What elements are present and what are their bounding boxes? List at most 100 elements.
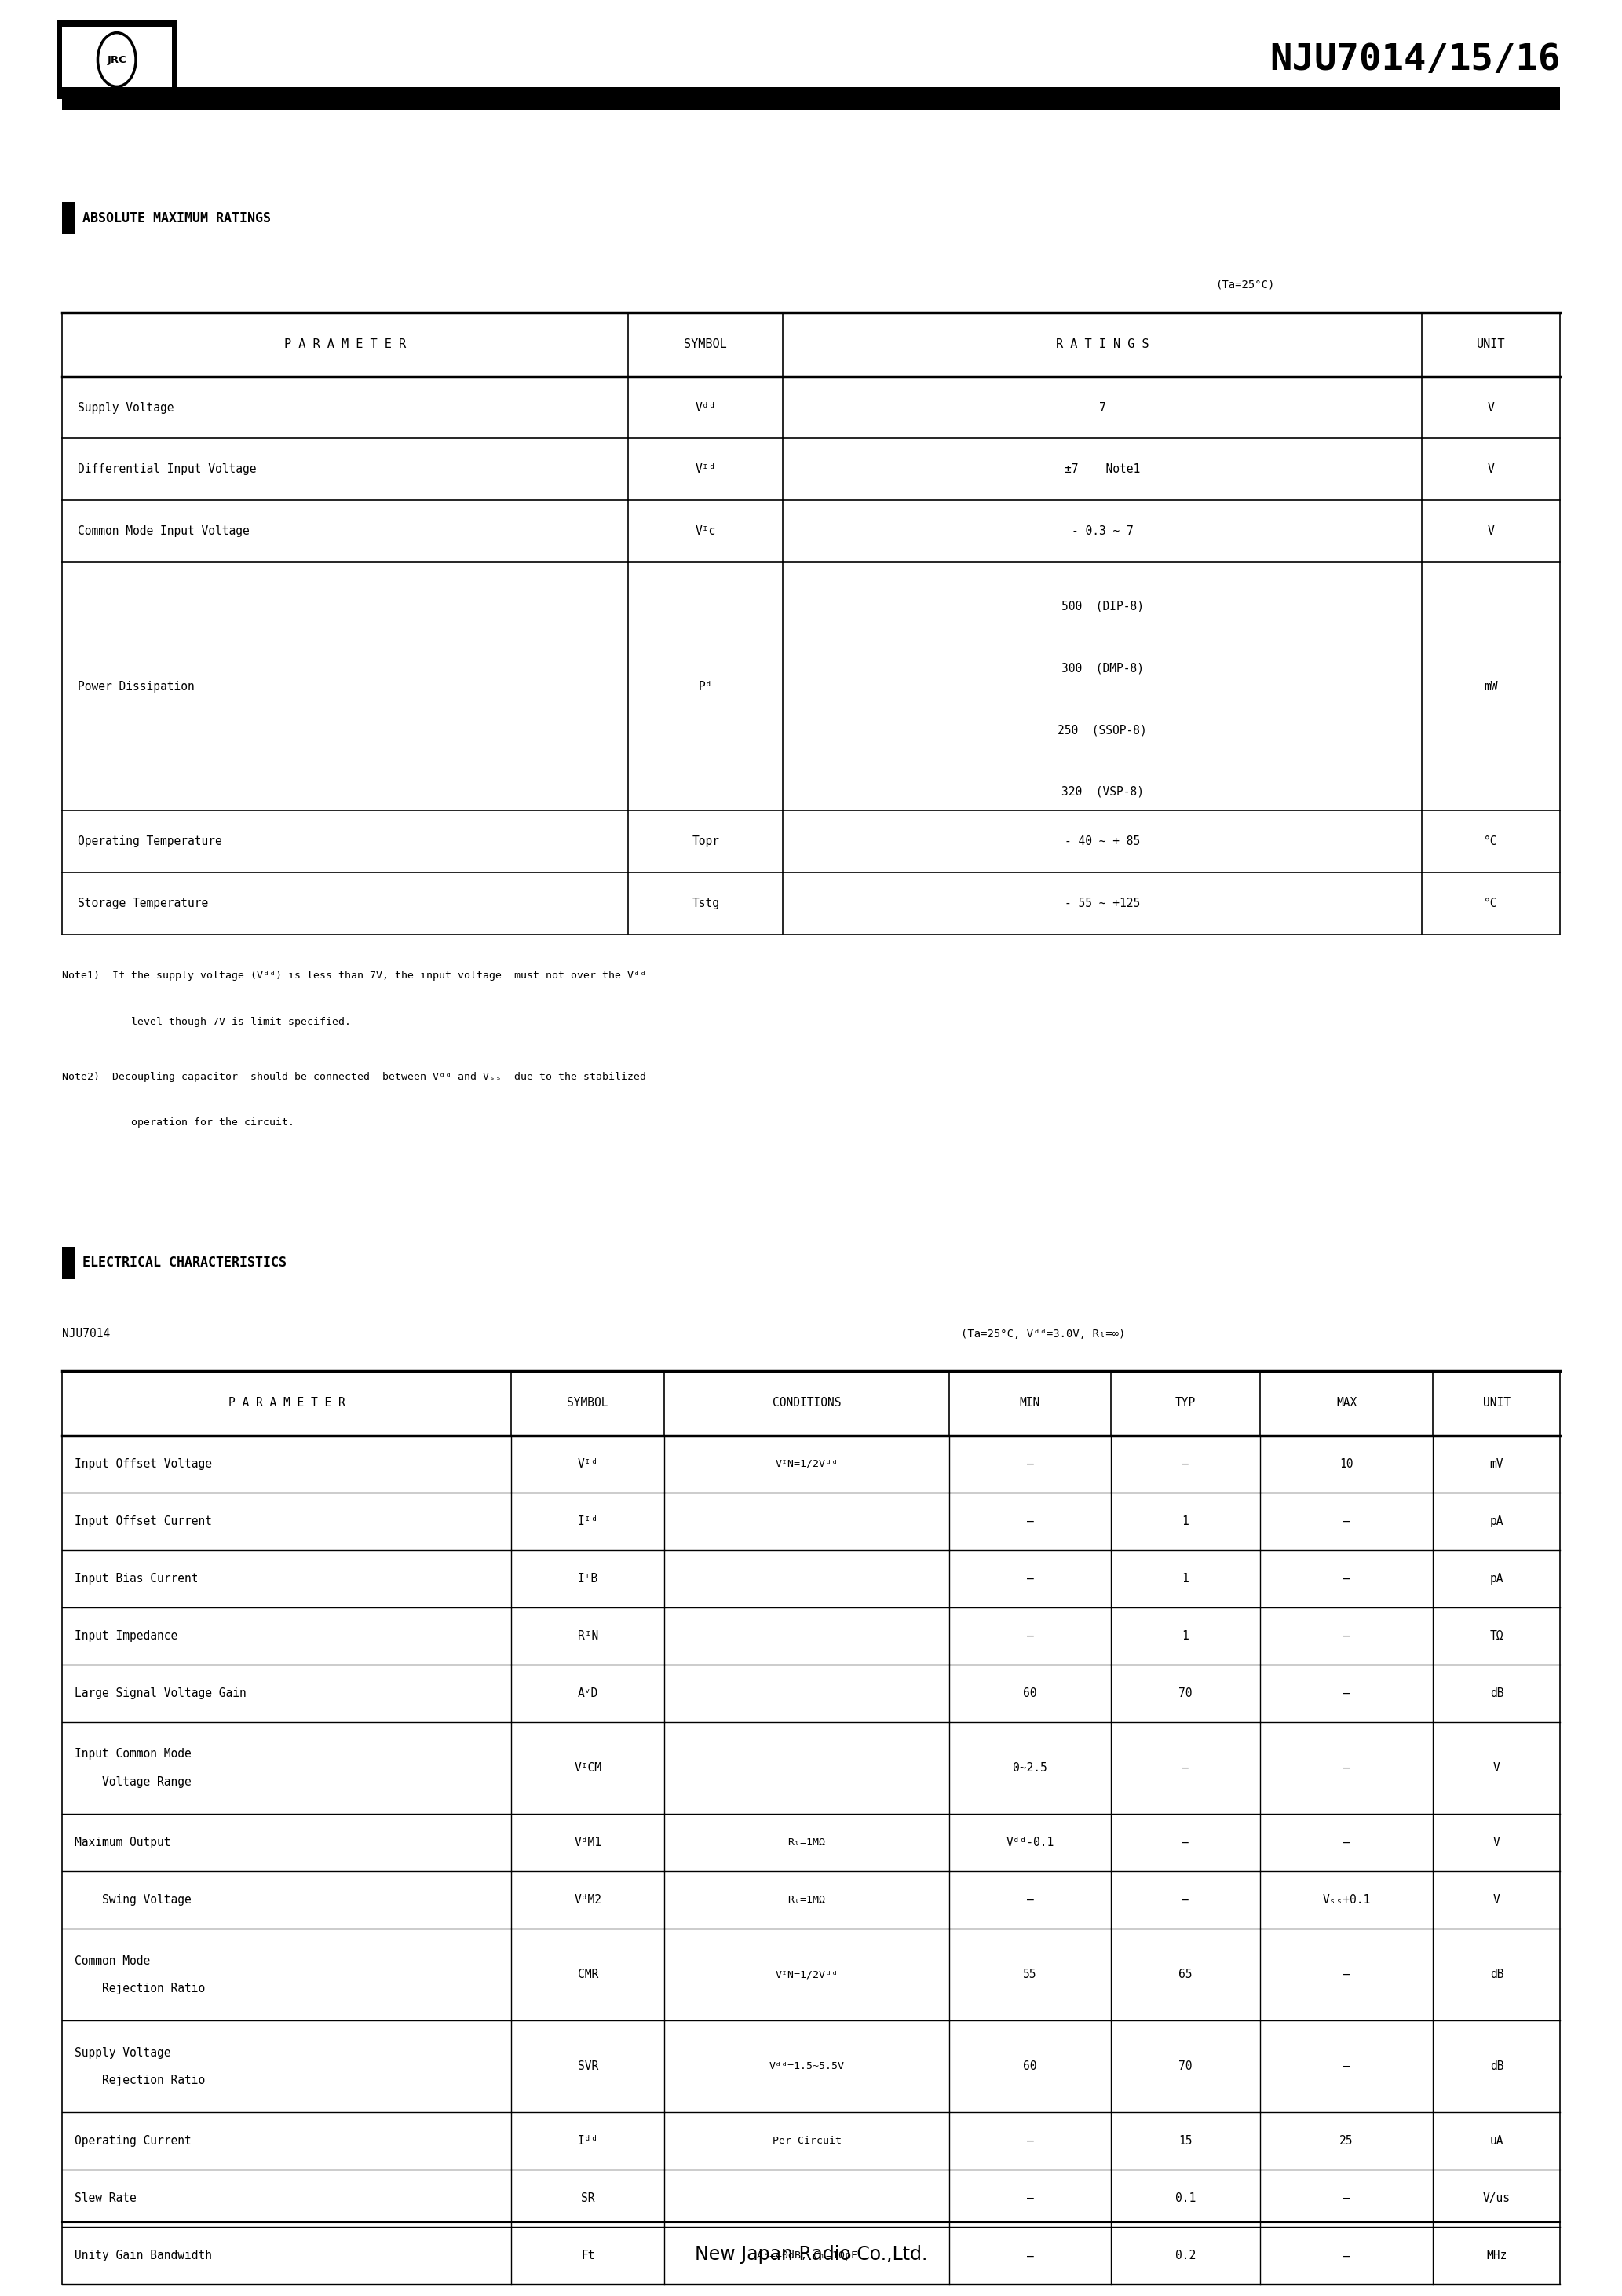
Text: MIN: MIN: [1020, 1396, 1040, 1410]
Text: (Ta=25°C): (Ta=25°C): [1215, 280, 1275, 289]
Text: Vᵈᵈ=1.5~5.5V: Vᵈᵈ=1.5~5.5V: [769, 2062, 845, 2071]
Text: MHz: MHz: [1486, 2250, 1507, 2262]
Text: Vᵈᵈ-0.1: Vᵈᵈ-0.1: [1006, 1837, 1054, 1848]
Text: Rejection Ratio: Rejection Ratio: [75, 2073, 204, 2087]
Text: 250  (SSOP-8): 250 (SSOP-8): [1058, 723, 1147, 735]
Text: CMR: CMR: [577, 1968, 599, 1981]
Text: Input Impedance: Input Impedance: [75, 1630, 178, 1642]
Text: Rejection Ratio: Rejection Ratio: [75, 1981, 204, 1995]
Text: 1: 1: [1182, 1515, 1189, 1527]
Text: Power Dissipation: Power Dissipation: [78, 680, 195, 693]
Text: VᵈM1: VᵈM1: [574, 1837, 602, 1848]
Text: level though 7V is limit specified.: level though 7V is limit specified.: [62, 1017, 350, 1026]
Text: Common Mode: Common Mode: [75, 1954, 151, 1968]
Text: Rₗ=1MΩ: Rₗ=1MΩ: [788, 1837, 826, 1848]
Text: 300  (DMP-8): 300 (DMP-8): [1061, 661, 1144, 673]
Text: Supply Voltage: Supply Voltage: [78, 402, 174, 413]
Text: –: –: [1027, 2250, 1033, 2262]
Text: NJU7014/15/16: NJU7014/15/16: [1270, 41, 1560, 78]
Text: Ft: Ft: [581, 2250, 595, 2262]
Text: Large Signal Voltage Gain: Large Signal Voltage Gain: [75, 1688, 247, 1699]
Text: –: –: [1343, 1573, 1350, 1584]
Text: Slew Rate: Slew Rate: [75, 2193, 136, 2204]
Text: SYMBOL: SYMBOL: [684, 338, 727, 351]
Text: Maximum Output: Maximum Output: [75, 1837, 170, 1848]
Text: V/us: V/us: [1483, 2193, 1510, 2204]
Text: 1: 1: [1182, 1573, 1189, 1584]
Bar: [62, 87, 1560, 110]
Text: SR: SR: [581, 2193, 595, 2204]
Text: uA: uA: [1491, 2135, 1504, 2147]
Text: RᴵN: RᴵN: [577, 1630, 599, 1642]
Text: 0.1: 0.1: [1174, 2193, 1195, 2204]
Text: 70: 70: [1179, 1688, 1192, 1699]
Text: –: –: [1027, 2135, 1033, 2147]
Text: –: –: [1027, 2193, 1033, 2204]
Text: Per Circuit: Per Circuit: [772, 2135, 842, 2147]
Text: –: –: [1182, 1837, 1189, 1848]
Text: dB: dB: [1491, 1688, 1504, 1699]
Text: –: –: [1343, 1688, 1350, 1699]
Text: –: –: [1027, 1515, 1033, 1527]
Text: VᵈM2: VᵈM2: [574, 1894, 602, 1906]
Text: –: –: [1182, 1894, 1189, 1906]
Text: –: –: [1343, 1515, 1350, 1527]
Text: pA: pA: [1491, 1573, 1504, 1584]
Text: R A T I N G S: R A T I N G S: [1056, 338, 1148, 351]
Text: VᴵN=1/2Vᵈᵈ: VᴵN=1/2Vᵈᵈ: [775, 1458, 839, 1469]
Text: Note1)  If the supply voltage (Vᵈᵈ) is less than 7V, the input voltage  must not: Note1) If the supply voltage (Vᵈᵈ) is le…: [62, 971, 646, 980]
Text: - 55 ~ +125: - 55 ~ +125: [1064, 898, 1140, 909]
Text: –: –: [1027, 1630, 1033, 1642]
Text: Vᵈᵈ: Vᵈᵈ: [696, 402, 715, 413]
Text: P A R A M E T E R: P A R A M E T E R: [284, 338, 406, 351]
Text: TΩ: TΩ: [1491, 1630, 1504, 1642]
Text: pA: pA: [1491, 1515, 1504, 1527]
Text: 70: 70: [1179, 2060, 1192, 2073]
Text: –: –: [1343, 2060, 1350, 2073]
Text: Vₛₛ+0.1: Vₛₛ+0.1: [1322, 1894, 1371, 1906]
Text: Input Offset Current: Input Offset Current: [75, 1515, 212, 1527]
Text: V: V: [1494, 1894, 1500, 1906]
Text: ABSOLUTE MAXIMUM RATINGS: ABSOLUTE MAXIMUM RATINGS: [83, 211, 271, 225]
Text: New Japan Radio Co.,Ltd.: New Japan Radio Co.,Ltd.: [694, 2245, 928, 2264]
Text: –: –: [1343, 1837, 1350, 1848]
Text: Input Common Mode: Input Common Mode: [75, 1747, 191, 1761]
Text: 25: 25: [1340, 2135, 1353, 2147]
Text: 65: 65: [1179, 1968, 1192, 1981]
Text: Iᴵᵈ: Iᴵᵈ: [577, 1515, 599, 1527]
Text: VᴵN=1/2Vᵈᵈ: VᴵN=1/2Vᵈᵈ: [775, 1970, 839, 1979]
Bar: [57, 21, 177, 99]
Text: 60: 60: [1023, 2060, 1036, 2073]
Text: - 40 ~ + 85: - 40 ~ + 85: [1064, 836, 1140, 847]
Text: 60: 60: [1023, 1688, 1036, 1699]
Text: Voltage Range: Voltage Range: [75, 1775, 191, 1789]
Text: 1: 1: [1182, 1630, 1189, 1642]
Text: (Ta=25°C, Vᵈᵈ=3.0V, Rₗ=∞): (Ta=25°C, Vᵈᵈ=3.0V, Rₗ=∞): [960, 1329, 1126, 1339]
Text: V: V: [1487, 464, 1494, 475]
Text: UNIT: UNIT: [1483, 1396, 1510, 1410]
Text: –: –: [1343, 1968, 1350, 1981]
Text: ELECTRICAL CHARACTERISTICS: ELECTRICAL CHARACTERISTICS: [83, 1256, 287, 1270]
Text: 15: 15: [1179, 2135, 1192, 2147]
Text: Operating Current: Operating Current: [75, 2135, 191, 2147]
Text: Rₗ=1MΩ: Rₗ=1MΩ: [788, 1894, 826, 1906]
Text: JRC: JRC: [107, 55, 127, 64]
Text: 0.2: 0.2: [1174, 2250, 1195, 2262]
Text: operation for the circuit.: operation for the circuit.: [62, 1118, 294, 1127]
Bar: [62, 1247, 75, 1279]
Text: Tstg: Tstg: [693, 898, 720, 909]
Text: Differential Input Voltage: Differential Input Voltage: [78, 464, 256, 475]
Text: –: –: [1027, 1573, 1033, 1584]
Text: dB: dB: [1491, 1968, 1504, 1981]
Text: TYP: TYP: [1174, 1396, 1195, 1410]
Text: ±7    Note1: ±7 Note1: [1064, 464, 1140, 475]
Text: CONDITIONS: CONDITIONS: [772, 1396, 842, 1410]
Text: °C: °C: [1484, 836, 1497, 847]
Text: VᴵCM: VᴵCM: [574, 1761, 602, 1775]
Text: AᵛD: AᵛD: [577, 1688, 599, 1699]
Text: dB: dB: [1491, 2060, 1504, 2073]
Text: UNIT: UNIT: [1476, 338, 1505, 351]
Text: 320  (VSP-8): 320 (VSP-8): [1061, 785, 1144, 797]
Text: Unity Gain Bandwidth: Unity Gain Bandwidth: [75, 2250, 212, 2262]
Text: °C: °C: [1484, 898, 1497, 909]
